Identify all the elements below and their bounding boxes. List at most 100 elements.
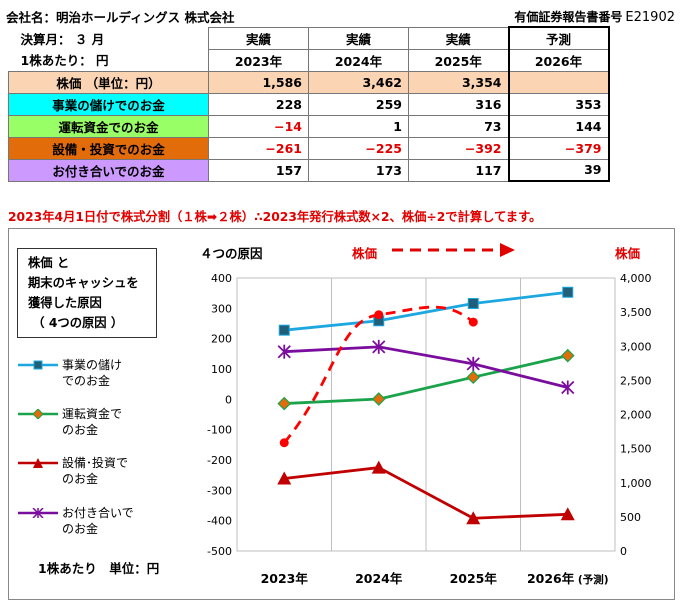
chart-title-line: （ 4つの原因 ）: [28, 316, 124, 330]
cell-value: 353: [507, 92, 610, 116]
row-label: お付き合いでのお金: [8, 158, 209, 182]
table-row: 事業の儲けでのお金 228 259 316 353: [8, 92, 610, 116]
financial-table: 決算月： ３ 月 実績 実績 実績 予測 1株あたり： 円 2023年 2024…: [8, 26, 610, 182]
cell-value: [507, 70, 610, 94]
row-label: 事業の儲けでのお金: [8, 92, 209, 116]
data-point: [468, 317, 478, 327]
data-point: [277, 344, 291, 359]
row-label: 株価 （単位：円）: [8, 70, 209, 94]
x-tick-label: 2025年: [450, 571, 498, 586]
data-point: [371, 460, 386, 474]
price-arrow-head: [500, 243, 515, 257]
legend-label: 事業の儲け でのお金: [62, 358, 123, 388]
data-point: [560, 348, 575, 363]
factor-label: ４つの原因: [200, 246, 263, 261]
y-right-tick-label: 500: [620, 511, 641, 524]
data-point: [277, 396, 292, 411]
y-left-tick-label: 0: [225, 393, 232, 406]
data-point: [560, 507, 575, 521]
stock-split-note: 2023年4月1日付で株式分割（１株➡２株）∴2023年発行株式数×2、株価÷2…: [8, 210, 542, 224]
col-year: 2025年: [408, 48, 509, 72]
data-point: [277, 471, 292, 485]
cell-value: 117: [408, 158, 509, 182]
report-code: E21902: [625, 10, 675, 25]
data-point: [466, 511, 481, 525]
legend-label: 運転資金で のお金: [62, 407, 123, 437]
cell-value: 3,354: [408, 70, 509, 94]
cell-value: 1,586: [208, 70, 309, 94]
x-tick-label: 2026年 (予測): [527, 571, 609, 586]
y-right-tick-label: 3,000: [620, 340, 652, 353]
report-number: 有価証券報告書番号 E21902: [514, 8, 675, 25]
legend-swatch-square: [18, 360, 58, 370]
legend-swatch-diamond: [18, 409, 58, 419]
x-tick-label: 2024年: [355, 571, 403, 586]
legend-swatch-star: [18, 508, 58, 518]
y-left-tick-label: -500: [207, 545, 232, 558]
report-label: 有価証券報告書番号: [514, 10, 623, 24]
legend-swatch-triangle: [18, 458, 58, 468]
col-type: 実績: [208, 26, 309, 50]
y-right-tick-label: 2,000: [620, 409, 652, 422]
company-name: 会社名：明治ホールディングス 株式会社: [6, 10, 235, 25]
plot-frame: [236, 277, 616, 552]
chart-title-line: 株価 と: [28, 256, 70, 270]
cell-value: −379: [507, 136, 610, 160]
chart-axes: -500 -400 -300 -200 -100 0 100 200 300 400 0 500 1,0…: [207, 272, 651, 586]
cell-value: −225: [308, 136, 409, 160]
chart-panel: [8, 228, 675, 600]
y-left-tick-label: -400: [207, 515, 232, 528]
chart-title-box: 株価 と 期末のキャッシュを 獲得した原因 （ 4つの原因 ）: [17, 248, 157, 338]
cell-value: 39: [507, 158, 610, 182]
series-line: [284, 345, 569, 389]
chart-grid: [236, 277, 616, 552]
data-point: [374, 310, 384, 320]
chart-annotations: [392, 243, 515, 257]
y-right-tick-label: 2,500: [620, 374, 652, 387]
y-left-tick-label: 400: [211, 272, 232, 285]
table-row: 株価 （単位：円） 1,586 3,462 3,354: [8, 70, 610, 94]
series-line: [284, 466, 568, 520]
y-left-tick-label: 300: [211, 302, 232, 315]
y-right-tick-label: 0: [620, 545, 627, 558]
y-left-tick-label: -200: [207, 454, 232, 467]
cell-value: 173: [308, 158, 409, 182]
data-point: [466, 370, 481, 385]
data-point: [466, 356, 480, 371]
table-header-types: 決算月： ３ 月 実績 実績 実績 予測: [9, 26, 610, 50]
unit-note: 1株あたり 単位：円: [38, 561, 160, 576]
data-point: [371, 392, 386, 406]
table-header-years: 1株あたり： 円 2023年 2024年 2025年 2026年: [9, 48, 610, 72]
y-right-tick-label: 4,000: [620, 272, 652, 285]
col-year: 2023年: [208, 48, 309, 72]
series-line: [284, 354, 569, 405]
x-tick-label: 2023年: [261, 571, 309, 586]
chart-title-line: 期末のキャッシュを: [28, 276, 139, 290]
data-point: [561, 380, 575, 395]
chart-series: [277, 286, 575, 525]
series-line: [284, 290, 568, 332]
legend-label: 設備･投資で のお金: [62, 456, 129, 486]
y-right-tick-label: 3,500: [620, 306, 652, 319]
table-row: お付き合いでのお金 157 173 117 39: [8, 158, 610, 182]
data-point: [467, 297, 479, 309]
y-left-tick-label: 200: [211, 333, 232, 346]
cell-value: 144: [507, 114, 610, 138]
chart-title-line: 獲得した原因: [28, 296, 102, 310]
cell-value: −14: [208, 114, 309, 138]
per-share-label: 1株あたり： 円: [20, 53, 109, 69]
y-left-tick-label: -100: [207, 424, 232, 437]
fiscal-month-label: 決算月： ３ 月: [20, 31, 105, 47]
price-label-right: 株価: [615, 246, 641, 261]
cell-value: 3,462: [308, 70, 409, 94]
data-point: [372, 339, 386, 354]
price-label-mid: 株価: [352, 246, 378, 261]
y-left-tick-label: -300: [207, 484, 232, 497]
col-year-forecast: 2026年: [507, 48, 610, 72]
data-point: [278, 324, 290, 336]
y-right-tick-label: 1,500: [620, 443, 652, 456]
legend-label: お付き合いで のお金: [62, 506, 134, 536]
cell-value: 157: [208, 158, 309, 182]
data-point: [279, 438, 289, 448]
